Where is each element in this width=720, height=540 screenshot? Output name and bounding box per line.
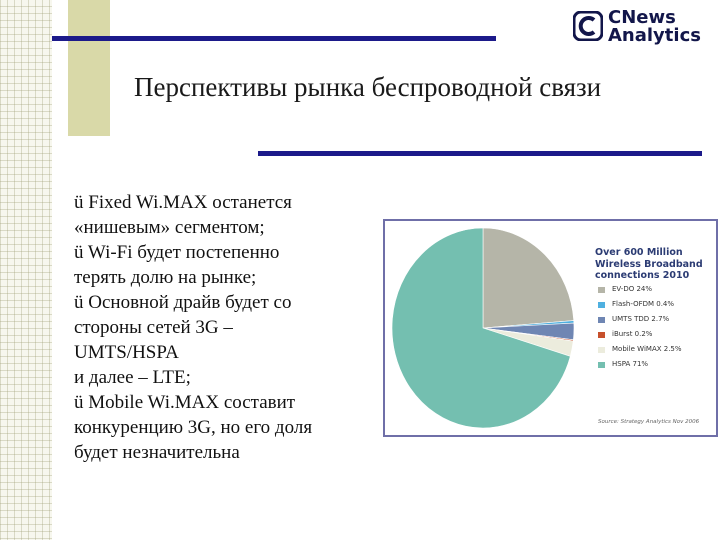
logo-line-2: Analytics — [608, 25, 701, 46]
logo-text: CNews Analytics — [608, 9, 701, 45]
chart-title: Over 600 Million Wireless Broadband conn… — [595, 247, 715, 282]
legend-item: Flash-OFDM 0.4% — [598, 300, 716, 315]
bullet-3-line-2: стороны сетей 3G – — [74, 317, 233, 338]
pie-slice — [391, 227, 571, 429]
bullet-1-line-2: «нишевым» сегментом; — [74, 217, 265, 238]
bullet-3-line-3: UMTS/HSPA — [74, 342, 179, 363]
legend-swatch — [598, 317, 605, 323]
legend-swatch — [598, 362, 605, 368]
legend-item: UMTS TDD 2.7% — [598, 315, 716, 330]
chart-title-line-1: Over 600 Million — [595, 247, 683, 258]
chart-title-line-2: Wireless Broadband — [595, 258, 703, 270]
legend-item: HSPA 71% — [598, 360, 716, 375]
bullet-1-line-1: ü Fixed Wi.MAX останется — [74, 192, 292, 213]
chart-legend: EV-DO 24% Flash-OFDM 0.4% UMTS TDD 2.7% iBu… — [598, 285, 716, 375]
legend-label: iBurst 0.2% — [612, 330, 653, 338]
bullet-4-line-1: ü Mobile Wi.MAX составит — [74, 392, 296, 413]
legend-label: Mobile WiMAX 2.5% — [612, 345, 682, 353]
bullet-4-line-3: будет незначительна — [74, 442, 240, 463]
pie-slice — [482, 227, 575, 329]
legend-label: Flash-OFDM 0.4% — [612, 300, 675, 308]
bullet-3-line-1: ü Основной драйв будет со — [74, 292, 292, 313]
legend-label: EV-DO 24% — [612, 285, 653, 293]
legend-swatch — [598, 332, 605, 338]
legend-label: HSPA 71% — [612, 360, 649, 368]
legend-swatch — [598, 347, 605, 353]
bullet-2-line-2: терять долю на рынке; — [74, 267, 257, 288]
legend-swatch — [598, 302, 605, 308]
slide-title: Перспективы рынка беспроводной связи — [134, 72, 602, 102]
legend-item: iBurst 0.2% — [598, 330, 716, 345]
logo-c-icon — [573, 11, 603, 41]
legend-label: UMTS TDD 2.7% — [612, 315, 670, 323]
bullet-list: ü Fixed Wi.MAX останется «нишевым» сегмен… — [74, 190, 392, 465]
top-rule — [52, 36, 496, 41]
pie-chart — [391, 227, 575, 429]
cnews-analytics-logo: CNews Analytics — [573, 9, 709, 49]
bullet-4-line-2: конкуренцию 3G, но его доля — [74, 417, 313, 438]
chart-title-line-3: connections 2010 — [595, 270, 690, 281]
bottom-rule — [258, 151, 702, 156]
chart-source: Source: Strategy Analytics Nov 2006 — [598, 419, 700, 425]
decorative-left-strip — [0, 0, 52, 540]
legend-item: Mobile WiMAX 2.5% — [598, 345, 716, 360]
legend-item: EV-DO 24% — [598, 285, 716, 300]
bullet-3-line-4: и далее – LTE; — [74, 367, 191, 388]
legend-swatch — [598, 287, 605, 293]
logo-line-1: CNews — [608, 7, 676, 28]
decorative-olive-block — [68, 0, 110, 136]
bullet-2-line-1: ü Wi-Fi будет постепенно — [74, 242, 280, 263]
